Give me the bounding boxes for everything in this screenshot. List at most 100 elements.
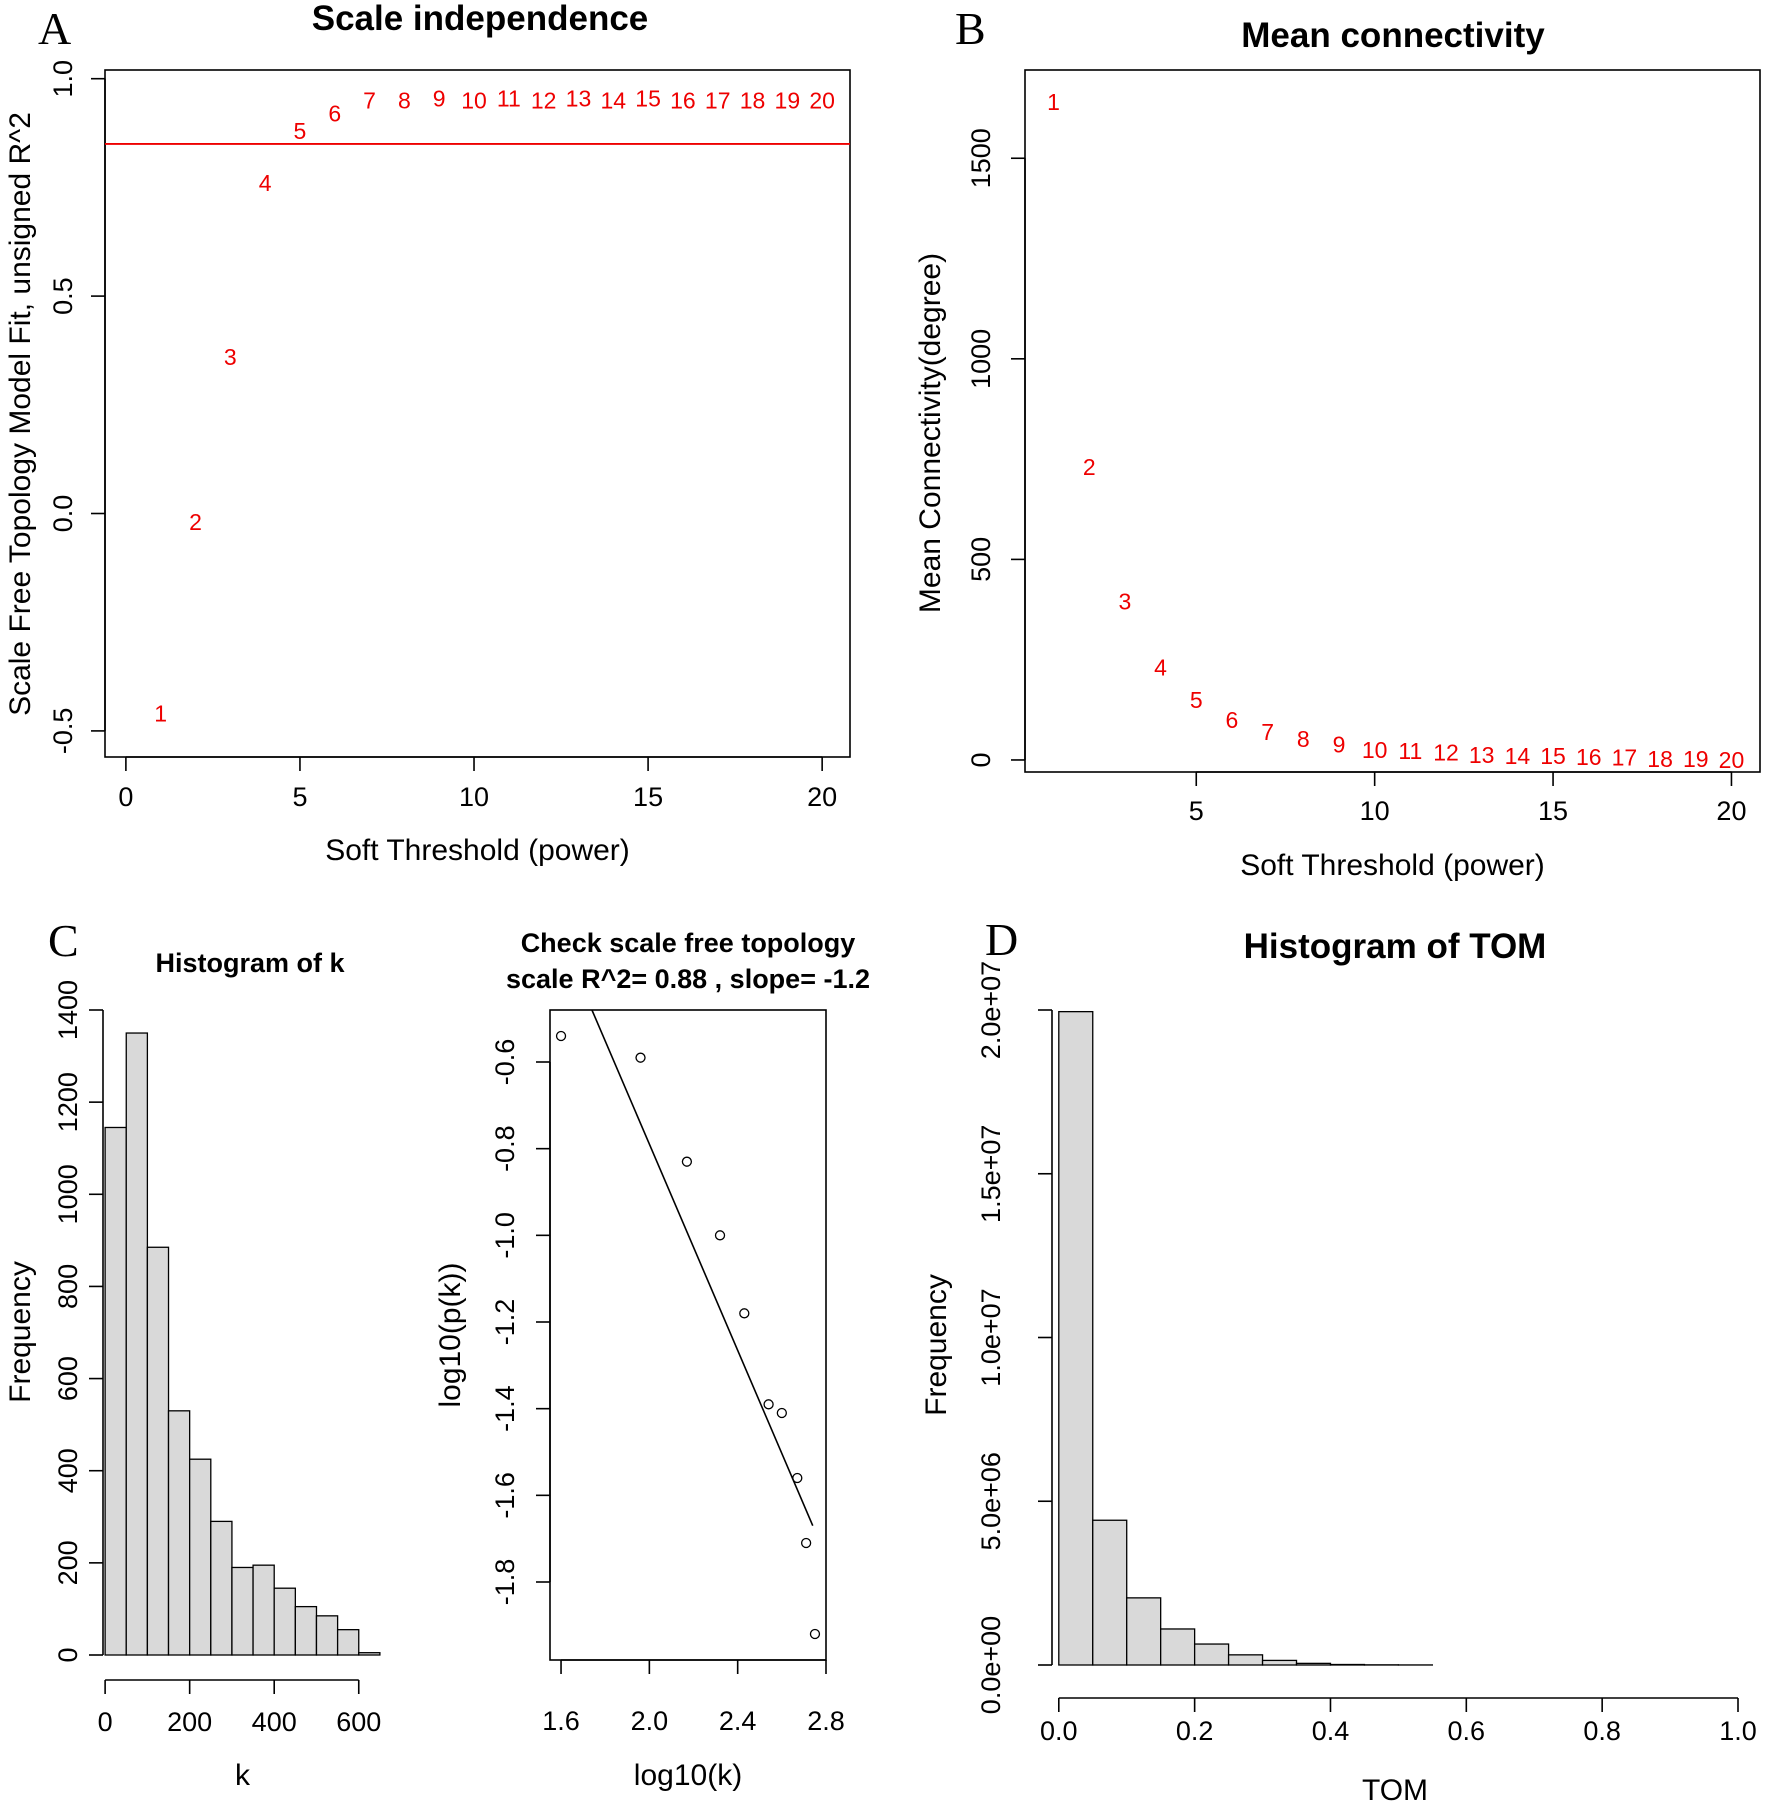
x-tick-label: 1.0 [1719, 1716, 1757, 1746]
y-tick-label: -1.4 [490, 1385, 520, 1432]
point-label: 11 [497, 85, 521, 111]
y-tick-label: 1200 [53, 1072, 83, 1132]
chart-title: Mean connectivity [1241, 16, 1545, 55]
histogram-bar [125, 1032, 149, 1656]
y-tick-label: 600 [53, 1356, 83, 1401]
x-axis-label: Soft Threshold (power) [325, 834, 630, 867]
chart-title: Scale independence [312, 0, 649, 38]
x-axis-label: k [235, 1759, 251, 1792]
point-label: 19 [1683, 746, 1709, 772]
point-label: 12 [1433, 740, 1459, 766]
y-tick-label: 400 [53, 1448, 83, 1493]
point-label: 18 [740, 87, 766, 113]
x-tick-label: 2.0 [631, 1706, 669, 1736]
point-label: 8 [1297, 726, 1310, 752]
x-tick-label: 0.2 [1176, 1716, 1214, 1746]
histogram-bar [1126, 1597, 1162, 1666]
data-point [555, 1030, 567, 1042]
x-tick-label: 0.6 [1448, 1716, 1486, 1746]
point-label: 2 [1083, 454, 1096, 480]
panel-label: B [955, 3, 986, 54]
histogram-bar [1227, 1654, 1264, 1666]
data-point [739, 1308, 750, 1319]
point-label: 8 [398, 87, 411, 113]
point-label: 15 [635, 85, 661, 111]
point-label: 5 [1190, 687, 1203, 713]
point-label: 4 [1154, 655, 1167, 681]
x-axis-label: TOM [1362, 1774, 1428, 1802]
point-label: 12 [531, 87, 557, 113]
x-axis-label: Soft Threshold (power) [1240, 849, 1545, 882]
chart-c2: Check scale free topology scale R^2= 0.88… [434, 928, 870, 1792]
chart-d: Histogram of TOM D TOM Frequency 0.0 0.2 0.4 0.… [920, 914, 1757, 1802]
x-tick-label: 10 [459, 782, 489, 812]
y-tick-label: 1.5e+07 [976, 1125, 1006, 1223]
y-tick-label: 1000 [966, 329, 996, 389]
y-tick-label: 0.5 [48, 277, 78, 315]
y-tick-label: 500 [966, 537, 996, 582]
y-tick-label: 0 [966, 752, 996, 767]
x-tick-label: 15 [1538, 796, 1568, 826]
y-tick-label: 0.0 [48, 495, 78, 533]
y-tick-label: 1000 [53, 1164, 83, 1224]
histogram-bar [252, 1564, 275, 1656]
histogram-bar [231, 1566, 254, 1656]
y-tick-label: -1.2 [490, 1299, 520, 1346]
point-label: 17 [1612, 745, 1638, 771]
point-label: 14 [1505, 743, 1531, 769]
x-tick-label: 10 [1360, 796, 1390, 826]
histogram-bar [189, 1458, 212, 1656]
y-tick-label: -1.8 [490, 1559, 520, 1606]
x-tick-label: 1.6 [542, 1706, 580, 1736]
chart-title: Histogram of k [155, 948, 345, 978]
y-tick-label: 1.0e+07 [976, 1288, 1006, 1386]
y-axis-label: Frequency [920, 1274, 953, 1416]
histogram-bar [273, 1587, 296, 1656]
chart-a: Scale independence A Soft Threshold (power… [4, 0, 851, 867]
x-tick-label: 20 [1716, 796, 1746, 826]
chart-c1: Histogram of k Ck Frequency 0 200 400 600 0 200 4… [4, 915, 381, 1792]
y-tick-label: -0.8 [490, 1125, 520, 1172]
y-tick-label: 1500 [966, 128, 996, 188]
point-label: 10 [461, 87, 487, 113]
histogram-bar [336, 1629, 360, 1656]
y-tick-label: -0.5 [48, 708, 78, 755]
point-label: 20 [809, 87, 835, 113]
y-axis-label: Frequency [4, 1261, 37, 1403]
y-tick-label: -1.6 [490, 1472, 520, 1519]
fit-line [591, 1010, 814, 1526]
data-point [714, 1230, 726, 1241]
data-point [635, 1052, 646, 1063]
point-label: 20 [1719, 747, 1745, 773]
histogram-bar [210, 1520, 233, 1656]
chart-subtitle: scale R^2= 0.88 , slope= -1.2 [506, 964, 870, 994]
data-point [809, 1628, 821, 1640]
x-tick-label: 0 [118, 782, 133, 812]
y-tick-label: -0.6 [490, 1039, 520, 1086]
chart-b: Mean connectivity B Soft Threshold (power)… [914, 3, 1761, 882]
point-label: 1 [154, 701, 167, 727]
x-axis-label: log10(k) [634, 1759, 742, 1792]
histogram-bar [315, 1615, 339, 1656]
histogram-bar [167, 1410, 191, 1656]
x-tick-label: 200 [167, 1707, 212, 1737]
y-tick-label: 5.0e+06 [976, 1452, 1006, 1550]
y-tick-label: -1.0 [490, 1212, 520, 1259]
point-label: 9 [433, 85, 446, 111]
x-tick-label: 2.4 [719, 1706, 757, 1736]
point-label: 18 [1647, 746, 1673, 772]
point-label: 7 [363, 87, 376, 113]
x-tick-label: 600 [336, 1707, 381, 1737]
histogram-bar [1261, 1659, 1298, 1666]
point-label: 7 [1261, 719, 1274, 745]
point-label: 6 [1226, 707, 1239, 733]
chart-title: Histogram of TOM [1244, 927, 1547, 966]
y-axis-label: Mean Connectivity(degree) [914, 253, 947, 613]
data-point [792, 1472, 803, 1484]
x-tick-label: 0.8 [1583, 1716, 1621, 1746]
y-axis-label: Scale Free Topology Model Fit, unsigned … [4, 112, 37, 716]
x-tick-label: 0.4 [1312, 1716, 1350, 1746]
panel-label: C [48, 915, 79, 966]
plot-frame [549, 1009, 827, 1661]
